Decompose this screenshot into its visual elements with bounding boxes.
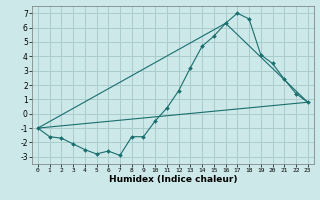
X-axis label: Humidex (Indice chaleur): Humidex (Indice chaleur) xyxy=(108,175,237,184)
